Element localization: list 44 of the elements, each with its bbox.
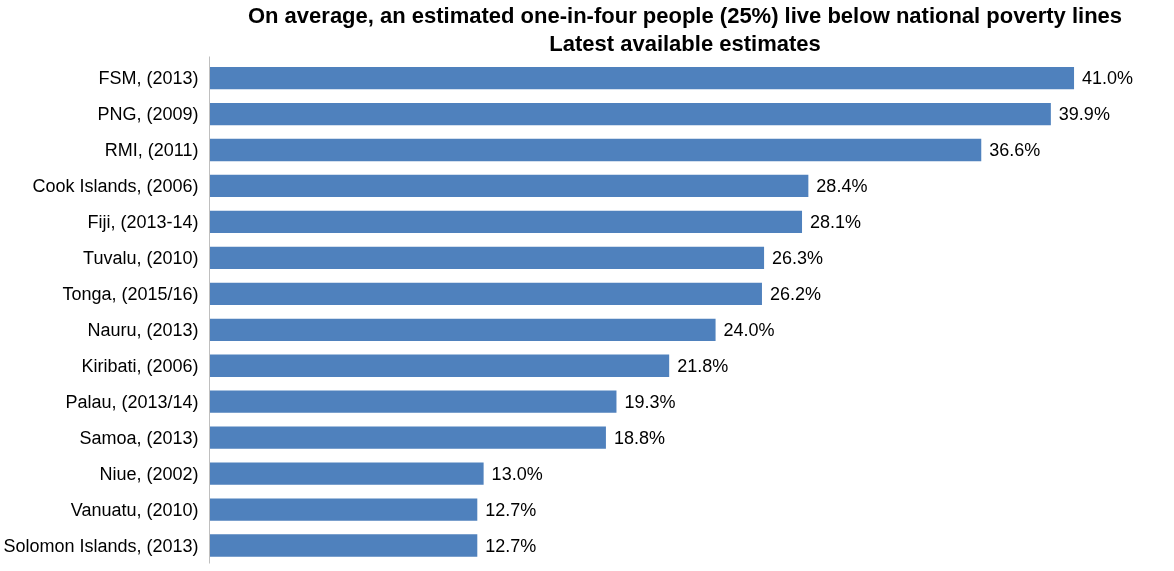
bar: [209, 498, 478, 521]
bar: [209, 138, 982, 162]
data-label: 26.3%: [772, 247, 824, 268]
y-tick-label: RMI, (2011): [104, 139, 199, 160]
y-tick-label: Tonga, (2015/16): [62, 283, 199, 304]
y-tick-label: FSM, (2013): [98, 68, 199, 89]
y-tick-label: Vanuatu, (2010): [70, 499, 199, 520]
data-label: 12.7%: [485, 499, 537, 520]
y-tick-label: PNG, (2009): [97, 104, 199, 125]
bar: [209, 282, 762, 305]
data-label: 21.8%: [677, 355, 729, 376]
y-tick-label: Cook Islands, (2006): [32, 175, 199, 196]
data-label: 28.1%: [810, 211, 862, 232]
data-label: 41.0%: [1082, 68, 1134, 89]
data-label: 36.6%: [989, 139, 1041, 160]
y-tick-label: Palau, (2013/14): [65, 391, 199, 412]
bar: [209, 354, 670, 377]
data-label: 18.8%: [613, 427, 665, 448]
bar: [209, 462, 484, 485]
y-tick-label: Fiji, (2013-14): [87, 211, 199, 232]
y-tick-label: Kiribati, (2006): [81, 355, 199, 376]
bar: [209, 102, 1051, 126]
data-label: 24.0%: [723, 319, 775, 340]
y-tick-label: Nauru, (2013): [87, 319, 199, 340]
bar: [209, 426, 606, 449]
data-label: 12.7%: [485, 535, 537, 556]
data-label: 13.0%: [491, 463, 543, 484]
y-tick-label: Niue, (2002): [99, 463, 199, 484]
y-tick-label: Samoa, (2013): [79, 427, 199, 448]
data-label: 26.2%: [769, 283, 822, 304]
bar: [209, 66, 1075, 90]
data-label: 19.3%: [624, 391, 676, 412]
bar: [209, 390, 617, 413]
chart-title: On average, an estimated one-in-four people (25%) live below national poverty lines: [247, 2, 1123, 28]
chart-subtitle: Latest available estimates: [549, 30, 821, 56]
bar: [209, 246, 765, 270]
bar: [209, 210, 803, 234]
y-tick-label: Solomon Islands, (2013): [3, 535, 199, 556]
bar: [209, 534, 478, 557]
bar: [209, 174, 809, 198]
y-tick-label: Tuvalu, (2010): [83, 247, 199, 268]
data-label: 28.4%: [816, 175, 868, 196]
bar: [209, 318, 716, 341]
data-label: 39.9%: [1058, 104, 1110, 125]
